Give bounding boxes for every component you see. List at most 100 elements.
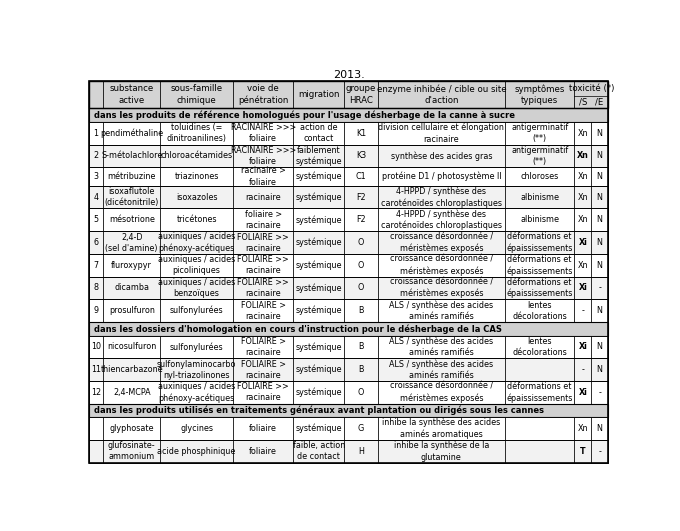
- Bar: [160, 358, 233, 381]
- Text: croissance désordonnée /
méristèmes exposés: croissance désordonnée / méristèmes expo…: [390, 255, 493, 276]
- Text: systémique: systémique: [295, 215, 342, 225]
- Bar: [293, 186, 344, 209]
- Bar: [103, 277, 160, 299]
- Text: systémique: systémique: [295, 306, 342, 315]
- Text: FOLIAIRE >
racinaire: FOLIAIRE > racinaire: [241, 301, 286, 321]
- Text: 11: 11: [91, 365, 101, 374]
- Text: prosulfuron: prosulfuron: [109, 306, 154, 315]
- Bar: [103, 358, 160, 381]
- Bar: [591, 277, 608, 299]
- Bar: [160, 440, 233, 463]
- Text: N: N: [597, 129, 602, 138]
- Bar: [89, 358, 103, 381]
- Text: Xn: Xn: [577, 193, 588, 202]
- Bar: [505, 254, 575, 277]
- Bar: [160, 277, 233, 299]
- Bar: [293, 167, 344, 186]
- Text: 5: 5: [93, 216, 99, 224]
- Text: auxiniques / acides
picoliniques: auxiniques / acides picoliniques: [158, 255, 235, 275]
- Bar: [233, 358, 293, 381]
- Bar: [505, 122, 575, 144]
- Bar: [575, 358, 591, 381]
- Text: Xi: Xi: [579, 284, 588, 293]
- Text: isoxaflutole
(dicétonitrile): isoxaflutole (dicétonitrile): [105, 187, 159, 207]
- Text: métribuzine: métribuzine: [107, 172, 156, 181]
- Bar: [344, 381, 377, 404]
- Bar: [344, 440, 377, 463]
- Text: 3: 3: [94, 172, 99, 181]
- Text: 2,4-MCPA: 2,4-MCPA: [113, 388, 150, 397]
- Bar: [233, 231, 293, 254]
- Text: B: B: [358, 365, 364, 374]
- Bar: [505, 299, 575, 322]
- Bar: [89, 209, 608, 231]
- Text: Xn: Xn: [577, 172, 588, 181]
- Bar: [591, 231, 608, 254]
- Bar: [89, 209, 103, 231]
- Text: N: N: [597, 216, 602, 224]
- Text: O: O: [358, 238, 364, 247]
- Text: systémique: systémique: [295, 172, 342, 181]
- Bar: [505, 417, 575, 440]
- Bar: [344, 167, 377, 186]
- Text: systémique: systémique: [295, 365, 342, 374]
- Text: lentes
décolorations: lentes décolorations: [512, 337, 567, 357]
- Text: Xi: Xi: [579, 238, 588, 247]
- Bar: [89, 122, 608, 144]
- Text: migration: migration: [298, 90, 339, 99]
- Text: systémique: systémique: [295, 342, 342, 352]
- Bar: [591, 440, 608, 463]
- Bar: [89, 417, 103, 440]
- Bar: [575, 381, 591, 404]
- Text: systémique: systémique: [295, 192, 342, 202]
- Bar: [377, 254, 505, 277]
- Bar: [505, 144, 575, 167]
- Bar: [89, 277, 103, 299]
- Text: pendiméthaline: pendiméthaline: [100, 129, 163, 138]
- Text: Xn: Xn: [577, 261, 588, 270]
- Text: FOLIAIRE >>
racinaire: FOLIAIRE >> racinaire: [237, 233, 289, 253]
- Text: Xn: Xn: [577, 129, 588, 138]
- Bar: [575, 186, 591, 209]
- Text: G: G: [358, 424, 364, 433]
- Text: N: N: [597, 365, 602, 374]
- Text: déformations et
épaississements: déformations et épaississements: [507, 382, 573, 402]
- Text: F2: F2: [356, 216, 366, 224]
- Bar: [233, 381, 293, 404]
- Text: S-métolachlore: S-métolachlore: [101, 151, 163, 160]
- Text: N: N: [597, 342, 602, 352]
- Text: Xn: Xn: [577, 216, 588, 224]
- Text: 12: 12: [91, 388, 101, 397]
- Bar: [575, 336, 591, 358]
- Bar: [505, 167, 575, 186]
- Bar: [89, 277, 608, 299]
- Bar: [377, 358, 505, 381]
- Text: N: N: [597, 193, 602, 202]
- Bar: [89, 299, 608, 322]
- Text: /E: /E: [596, 98, 604, 107]
- Bar: [377, 440, 505, 463]
- Text: -: -: [598, 284, 601, 293]
- Text: nicosulfuron: nicosulfuron: [107, 342, 156, 352]
- Bar: [233, 299, 293, 322]
- Bar: [103, 417, 160, 440]
- Bar: [591, 358, 608, 381]
- Text: dicamba: dicamba: [114, 284, 149, 293]
- Bar: [575, 167, 591, 186]
- Text: 7: 7: [93, 261, 99, 270]
- Bar: [233, 81, 293, 108]
- Text: Xn: Xn: [577, 151, 589, 160]
- Bar: [89, 358, 608, 381]
- Bar: [293, 381, 344, 404]
- Bar: [344, 144, 377, 167]
- Bar: [89, 186, 608, 209]
- Text: -: -: [598, 388, 601, 397]
- Text: FOLIAIRE >>
racinaire: FOLIAIRE >> racinaire: [237, 278, 289, 298]
- Bar: [344, 417, 377, 440]
- Bar: [89, 186, 103, 209]
- Bar: [377, 81, 505, 108]
- Bar: [575, 417, 591, 440]
- Text: 2013.: 2013.: [333, 70, 364, 80]
- Text: déformations et
épaississements: déformations et épaississements: [507, 232, 573, 253]
- Text: racinaire: racinaire: [245, 193, 281, 202]
